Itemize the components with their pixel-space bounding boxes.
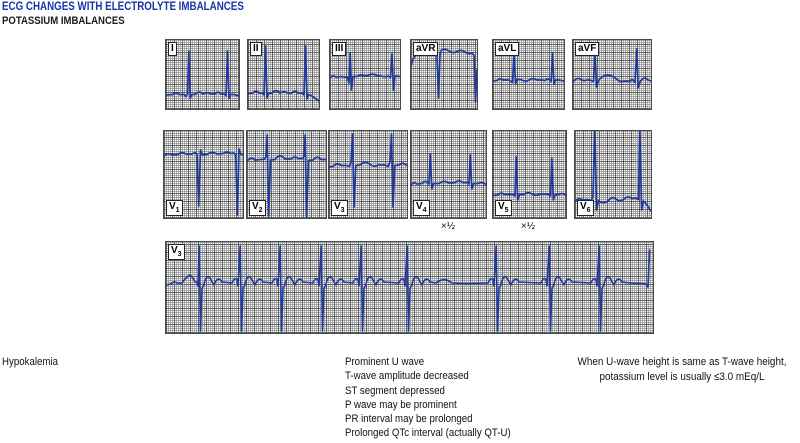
lead-label: I <box>168 42 177 56</box>
lead-label: aVR <box>413 42 439 56</box>
ecg-trace <box>248 45 319 102</box>
finding-item: Prolonged QTc interval (actually QT-U) <box>345 427 511 440</box>
lead-label: III <box>332 42 347 56</box>
ecg-strip-lead-V6: V6 <box>574 130 652 219</box>
lead-label: V3 <box>168 244 185 260</box>
ecg-strip-lead-aVL: aVL <box>492 39 565 110</box>
lead-label: II <box>250 42 262 56</box>
finding-item: ST segment depressed <box>345 384 445 397</box>
ecg-trace <box>166 50 239 100</box>
finding-item: PR interval may be prolonged <box>345 413 473 426</box>
ecg-rhythm-strip-V3: V3 <box>165 241 654 334</box>
lead-label: V5 <box>495 200 512 216</box>
ecg-strip-lead-aVR: aVR <box>410 39 478 110</box>
condition-label: Hypokalemia <box>2 356 58 368</box>
ecg-strip-lead-V5: V5 <box>492 130 567 219</box>
ecg-trace <box>411 153 486 190</box>
half-scale-note-V4: ×½ <box>440 221 456 232</box>
ecg-strip-lead-I: I <box>165 39 240 110</box>
half-scale-note-V5: ×½ <box>520 221 536 232</box>
lead-label: aVL <box>495 42 520 56</box>
lead-label: V4 <box>413 200 430 216</box>
ecg-strip-lead-V1: V1 <box>163 130 244 219</box>
ecg-trace <box>493 156 566 201</box>
ecg-trace <box>575 131 651 212</box>
ecg-trace <box>164 148 243 216</box>
page-title: ECG CHANGES WITH ELECTROLYTE IMBALANCES <box>2 1 244 13</box>
ecg-trace <box>573 48 651 89</box>
note-line: potassium level is usually ≤3.0 mEq/L <box>599 370 765 383</box>
ecg-trace <box>247 134 326 218</box>
ecg-trace <box>493 51 564 85</box>
lead-label: aVF <box>575 42 600 56</box>
finding-item: T-wave amplitude decreased <box>345 370 469 383</box>
page-subtitle: POTASSIUM IMBALANCES <box>2 15 125 27</box>
note-line: When U-wave height is same as T-wave hei… <box>577 356 787 368</box>
lead-label: V1 <box>166 200 183 216</box>
findings-list: Prominent U wave T-wave amplitude decrea… <box>345 355 511 441</box>
finding-item: Prominent U wave <box>345 356 425 368</box>
ecg-strip-lead-V3: V3 <box>328 130 408 219</box>
lead-label: V6 <box>577 200 594 216</box>
potassium-level-note: When U-wave height is same as T-wave hei… <box>573 355 791 384</box>
finding-item: P wave may be prominent <box>345 398 457 411</box>
ecg-trace <box>166 245 651 332</box>
ecg-strip-lead-II: II <box>247 39 320 110</box>
ecg-strip-lead-aVF: aVF <box>572 39 652 110</box>
lead-label: V3 <box>331 200 348 216</box>
ecg-strip-lead-III: III <box>329 39 401 110</box>
ecg-trace <box>330 52 400 91</box>
ecg-strip-lead-V2: V2 <box>246 130 327 219</box>
lead-label: V2 <box>249 200 266 216</box>
ecg-strip-lead-V4: V4 <box>410 130 487 219</box>
ecg-trace <box>329 133 407 208</box>
